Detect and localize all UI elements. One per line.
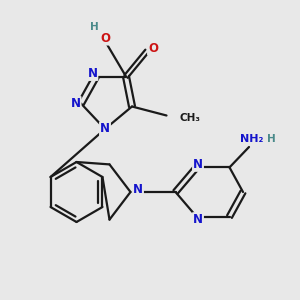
Text: N: N (70, 97, 81, 110)
Text: O: O (100, 32, 110, 45)
Text: H: H (90, 22, 99, 32)
Text: NH₂: NH₂ (240, 134, 264, 144)
Text: H: H (267, 134, 276, 144)
Text: N: N (100, 122, 110, 136)
Text: CH₃: CH₃ (179, 113, 200, 123)
Text: N: N (193, 158, 203, 171)
Text: O: O (148, 41, 158, 55)
Text: N: N (193, 213, 203, 226)
Text: N: N (87, 67, 98, 80)
Text: N: N (133, 183, 143, 196)
